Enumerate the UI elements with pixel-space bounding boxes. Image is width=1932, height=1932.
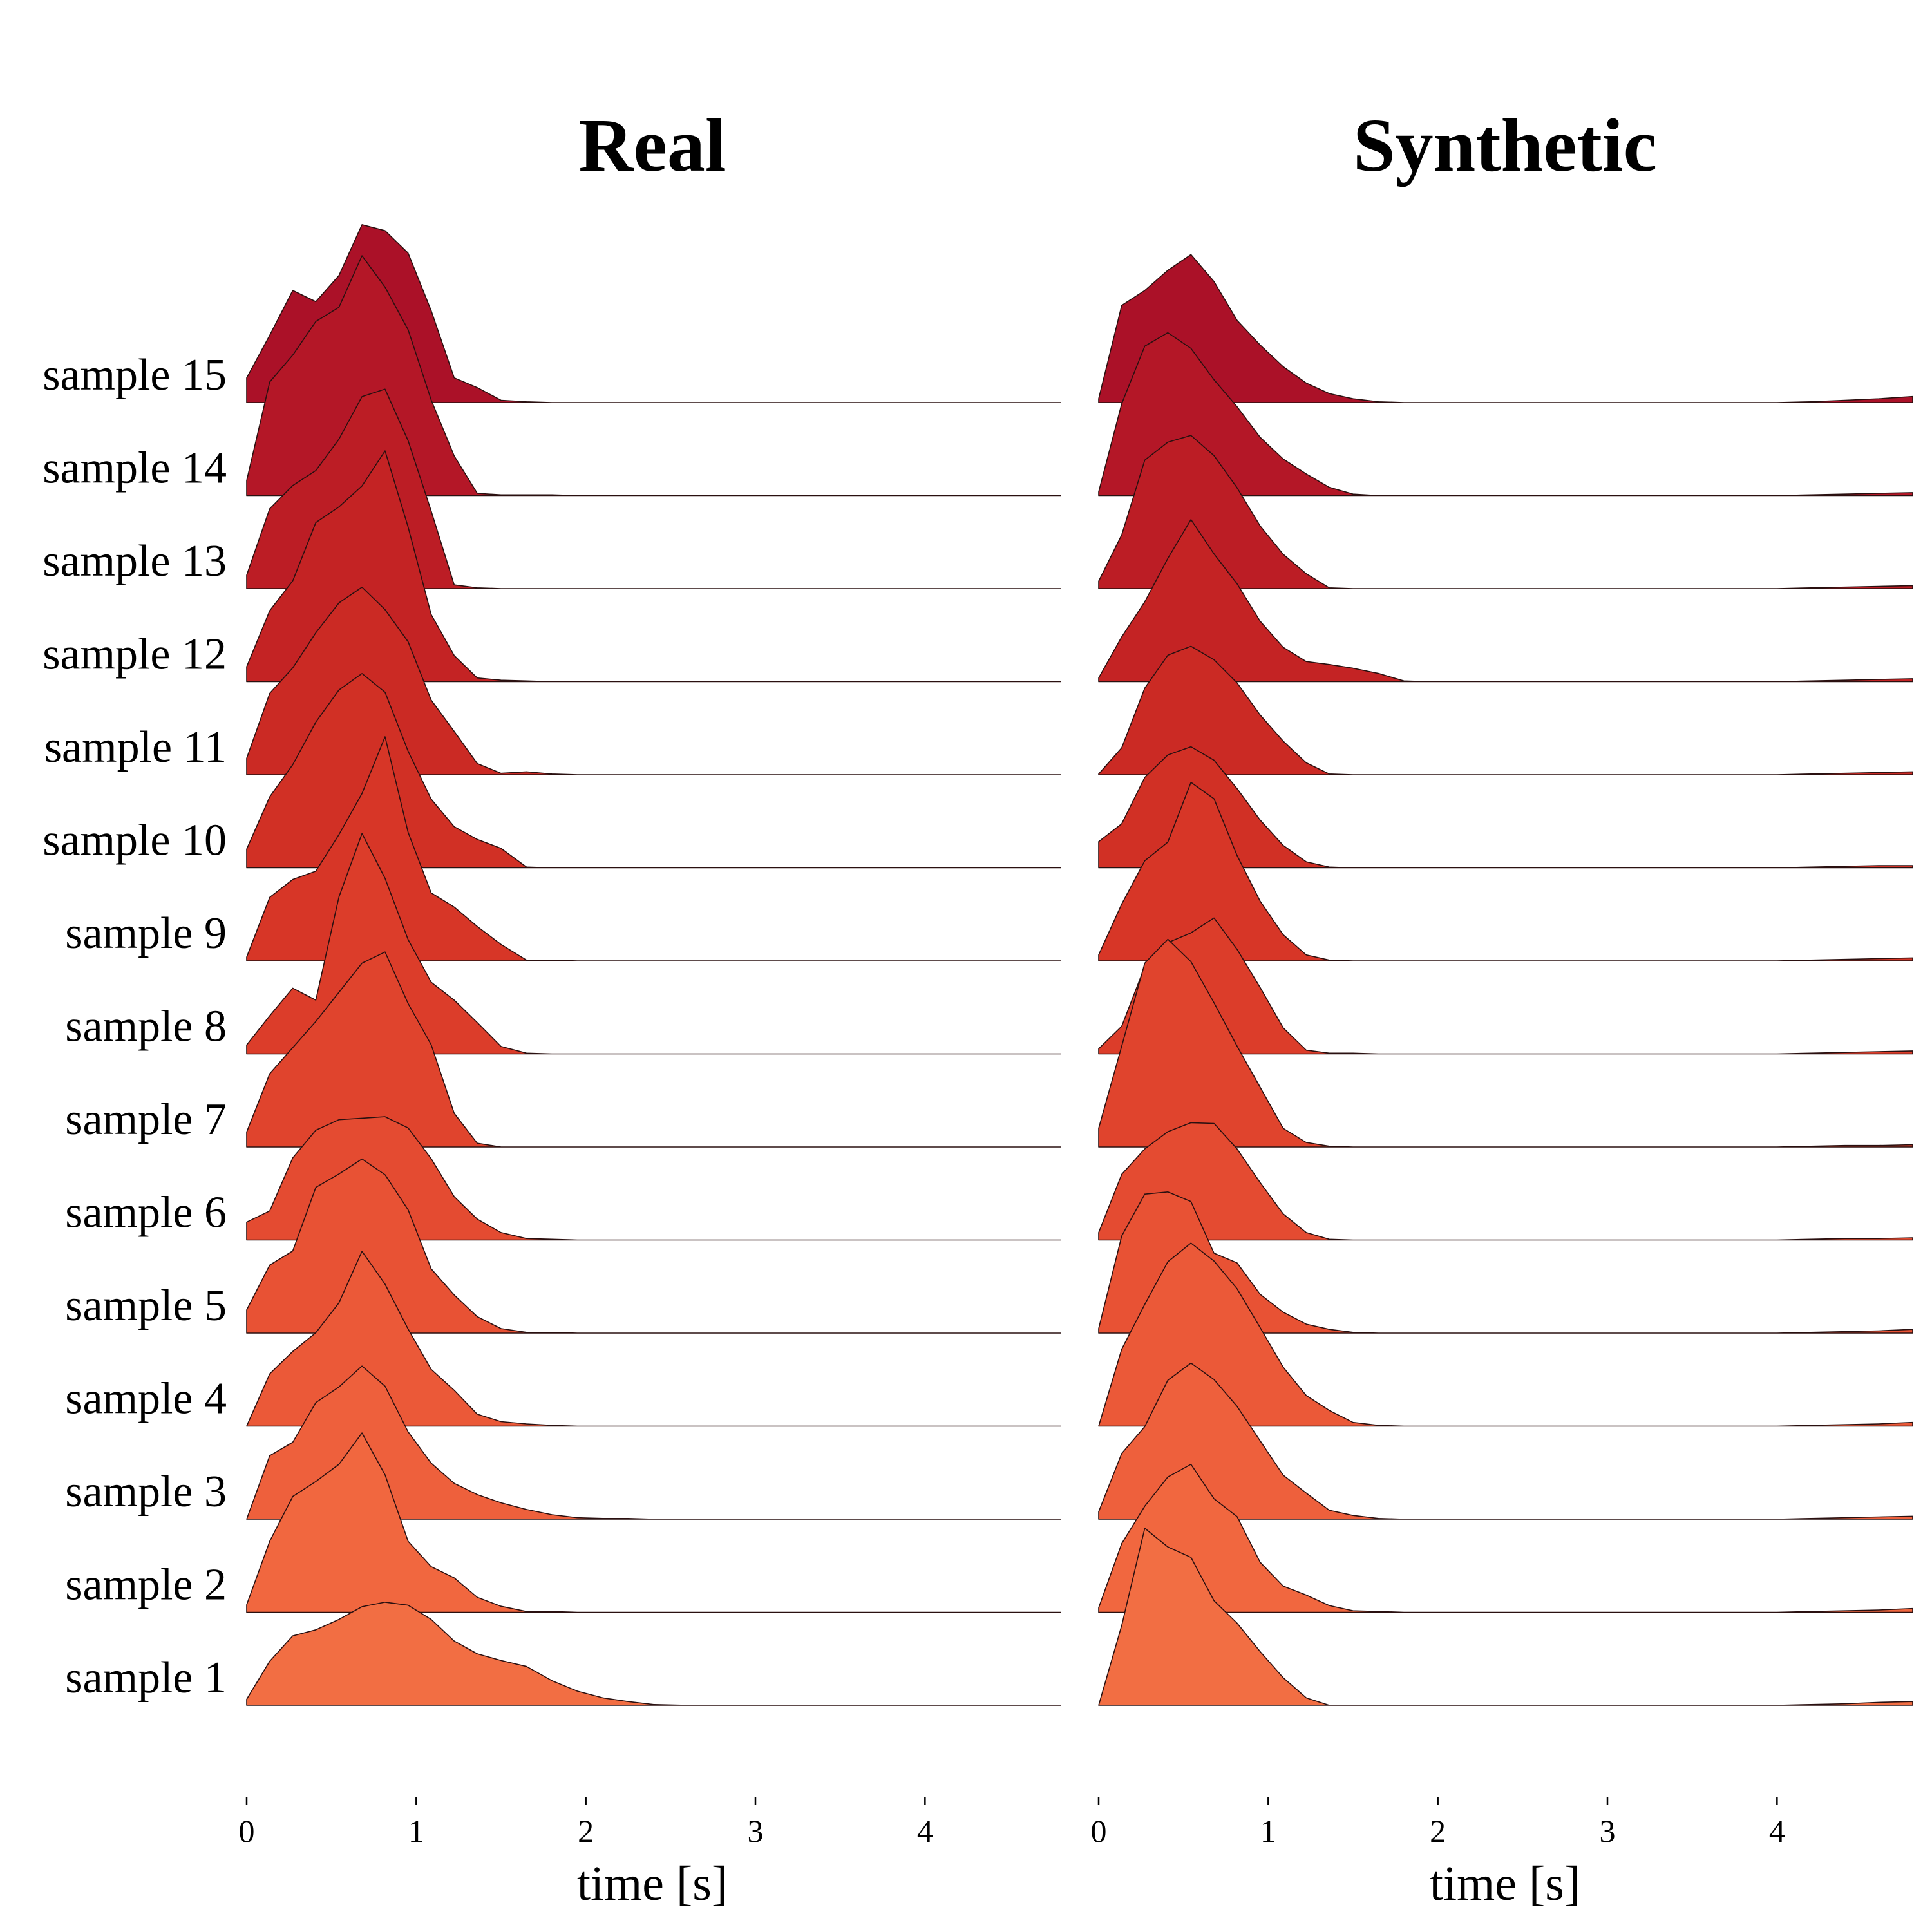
panel-title-synthetic: Synthetic [1353, 103, 1657, 187]
x-axis-label-real: time [s] [577, 1857, 728, 1911]
sample-label-3: sample 3 [65, 1467, 227, 1517]
synthetic-x-tick-label-4: 4 [1769, 1813, 1785, 1849]
sample-label-13: sample 13 [43, 536, 227, 586]
real-ridge-sample-9 [246, 736, 1061, 961]
real-x-tick-label-3: 3 [748, 1813, 764, 1849]
real-x-tick-label-2: 2 [578, 1813, 594, 1849]
sample-label-11: sample 11 [44, 723, 227, 772]
synthetic-ridge-sample-15 [1098, 254, 1913, 403]
real-ridge-sample-2 [246, 1432, 1061, 1613]
panel-title-real: Real [578, 103, 726, 187]
sample-label-9: sample 9 [65, 909, 227, 958]
sample-labels: sample 1 sample 2 sample 3 sample 4 sample 5… [43, 350, 227, 1703]
real-ridge-sample-10 [246, 673, 1061, 869]
x-axis-label-synthetic: time [s] [1430, 1857, 1580, 1911]
real-x-tick-label-4: 4 [917, 1813, 933, 1849]
synthetic-x-tick-label-2: 2 [1430, 1813, 1446, 1849]
sample-label-4: sample 4 [65, 1374, 227, 1424]
real-ridge-sample-11 [246, 587, 1061, 775]
real-ridge-sample-5 [246, 1158, 1061, 1334]
synthetic-ridge-sample-7 [1098, 938, 1913, 1148]
real-ridge-sample-6 [246, 1116, 1061, 1241]
synthetic-panel: 0 1 2 3 4 [1091, 254, 1913, 1849]
sample-label-8: sample 8 [65, 1002, 227, 1052]
real-x-tick-label-0: 0 [239, 1813, 255, 1849]
synthetic-ridge-sample-1 [1098, 1528, 1913, 1706]
sample-label-5: sample 5 [65, 1281, 227, 1331]
sample-label-6: sample 6 [65, 1188, 227, 1238]
real-panel: 0 1 2 3 4 [239, 224, 1061, 1849]
real-ridge-sample-3 [246, 1365, 1061, 1520]
sample-label-1: sample 1 [65, 1653, 227, 1703]
sample-label-12: sample 12 [43, 630, 227, 679]
real-x-tick-label-1: 1 [408, 1813, 424, 1849]
synthetic-ridge-sample-6 [1098, 1122, 1913, 1241]
sample-label-7: sample 7 [65, 1095, 227, 1144]
sample-label-14: sample 14 [43, 444, 227, 493]
real-ridge-sample-8 [246, 833, 1061, 1055]
real-ridge-sample-1 [246, 1602, 1061, 1706]
synthetic-x-tick-label-1: 1 [1260, 1813, 1276, 1849]
synthetic-x-tick-label-3: 3 [1600, 1813, 1616, 1849]
sample-label-15: sample 15 [43, 350, 227, 400]
sample-label-10: sample 10 [43, 816, 227, 866]
synthetic-x-tick-label-0: 0 [1091, 1813, 1107, 1849]
sample-label-2: sample 2 [65, 1560, 227, 1610]
